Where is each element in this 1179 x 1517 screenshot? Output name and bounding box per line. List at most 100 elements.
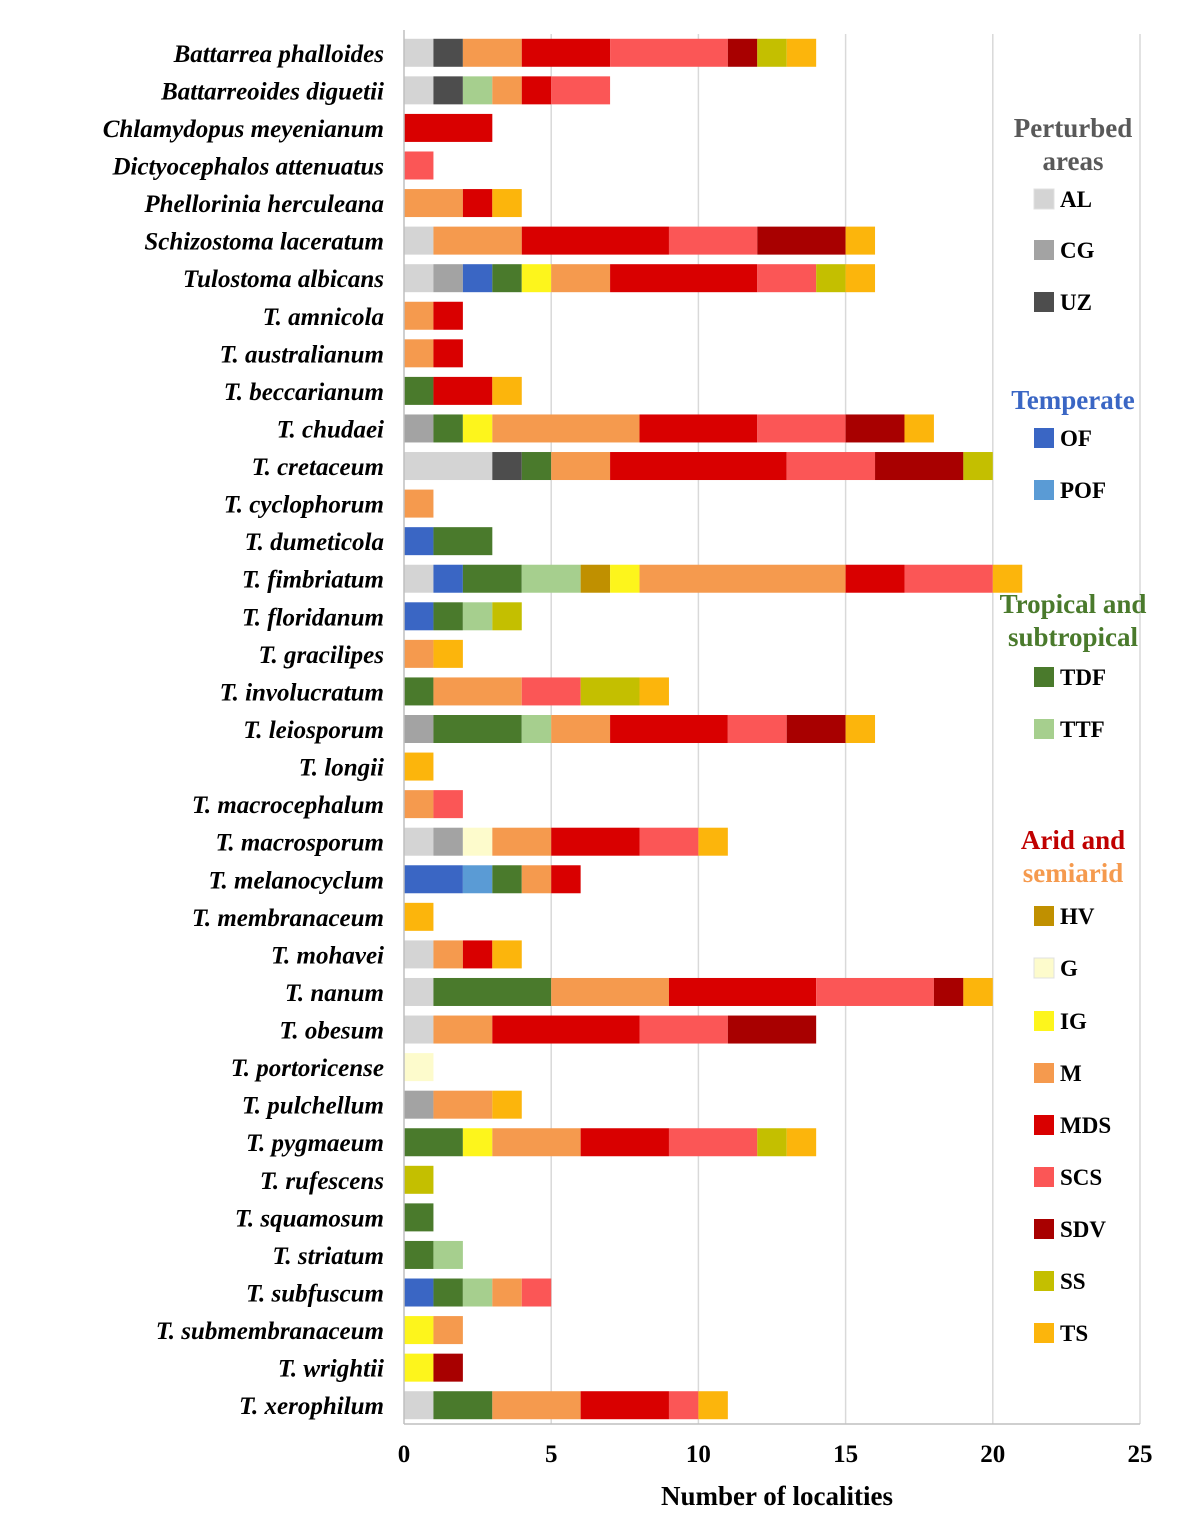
category-label: T. nanum	[285, 980, 384, 1007]
bar-segment-of	[404, 865, 463, 894]
legend-label: POF	[1060, 478, 1106, 503]
category-label: T. australianum	[220, 341, 384, 368]
bar-segment-m	[433, 1316, 463, 1345]
x-tick-label: 0	[398, 1441, 411, 1468]
legend-group-title: Arid and	[1021, 825, 1125, 855]
bar-segment-tdf	[404, 1203, 434, 1232]
category-label: T. macrocephalum	[192, 792, 384, 819]
bar-segment-tdf	[404, 376, 434, 405]
bar-segment-ss	[757, 38, 787, 67]
bar-segment-m	[492, 827, 552, 856]
bar-segment-cg	[433, 827, 463, 856]
bar-segment-m	[433, 226, 522, 255]
bar-segment-al	[404, 1391, 434, 1420]
x-tick-label: 20	[980, 1441, 1005, 1468]
bar-segment-ts	[433, 639, 463, 668]
legend-label: OF	[1060, 426, 1092, 451]
legend-label: TS	[1060, 1321, 1088, 1346]
bar-segment-tdf	[433, 414, 463, 443]
legend-group-title: semiarid	[1023, 858, 1124, 888]
category-label: Chlamydopus meyenianum	[103, 116, 384, 143]
bar-segment-ss	[757, 1128, 787, 1157]
bar-segment-m	[404, 639, 434, 668]
bar-segment-scs	[433, 790, 463, 819]
bar-segment-tdf	[404, 677, 434, 706]
legend-swatch-m	[1034, 1063, 1054, 1083]
bar-segment-ig	[404, 1353, 434, 1382]
bar-segment-scs	[668, 226, 758, 255]
bar-segment-mds	[433, 301, 463, 330]
bar-segment-al	[404, 940, 434, 969]
category-label: Schizostoma laceratum	[144, 229, 384, 256]
bar-segment-mds	[521, 38, 611, 67]
bar-segment-scs	[521, 677, 581, 706]
legend-swatch-ttf	[1034, 719, 1054, 739]
category-label: T. subfuscum	[246, 1281, 384, 1308]
legend-label: SDV	[1060, 1217, 1106, 1242]
bar-segment-al	[404, 564, 434, 593]
bar-segment-sdv	[727, 38, 758, 67]
bar-segment-tdf	[433, 602, 463, 631]
bar-segment-ts	[786, 38, 817, 67]
category-labels: Battarrea phalloides Battarreoides diguet…	[103, 41, 384, 1420]
legend-group-title: Temperate	[1011, 385, 1134, 415]
legend-group-title: subtropical	[1008, 622, 1139, 652]
bar-segment-tdf	[521, 452, 552, 481]
category-label: T. submembranaceum	[156, 1318, 384, 1345]
bar-segment-mds	[610, 264, 758, 293]
bar-segment-scs	[639, 827, 699, 856]
category-label: T. xerophilum	[239, 1393, 384, 1420]
bar-segment-al	[404, 1015, 434, 1044]
bar-segment-ttf	[521, 564, 581, 593]
bar-segment-uz	[433, 76, 463, 105]
bar-segment-ts	[698, 827, 728, 856]
bar-segment-tdf	[492, 865, 522, 894]
legend-group-title: areas	[1043, 146, 1104, 176]
category-label: T. pygmaeum	[246, 1130, 384, 1157]
legend-swatch-ig	[1034, 1011, 1054, 1031]
bar-segment-m	[521, 865, 552, 894]
category-label: T. membranaceum	[192, 905, 384, 932]
bar-segment-scs	[904, 564, 993, 593]
bar-segment-tdf	[404, 1240, 434, 1269]
bar-segment-sdv	[875, 452, 964, 481]
bar-segment-mds	[462, 189, 493, 218]
bar-segment-ss	[404, 1165, 434, 1194]
bar-segment-m	[492, 1391, 581, 1420]
category-label: T. portoricense	[231, 1055, 384, 1082]
category-label: T. rufescens	[260, 1168, 384, 1195]
category-label: T. beccarianum	[224, 379, 384, 406]
bar-segment-al	[404, 76, 434, 105]
legend-swatch-al	[1033, 188, 1055, 210]
bar-segment-tdf	[433, 715, 522, 743]
bar-segment-ts	[963, 977, 993, 1006]
bar-segment-ss	[492, 602, 522, 631]
legend-swatch-hv	[1034, 906, 1054, 926]
bar-segment-of	[404, 527, 434, 556]
bar-segment-tdf	[433, 977, 552, 1006]
bar-segment-sdv	[786, 715, 846, 743]
bar-segment-scs	[551, 76, 611, 105]
category-label: T. melanocyclum	[209, 867, 384, 894]
category-label: T. involucratum	[220, 679, 384, 706]
bar-segment-sdv	[727, 1015, 817, 1044]
bar-segment-mds	[462, 940, 493, 969]
bar-segment-m	[433, 940, 463, 969]
bar-segment-m	[433, 1090, 493, 1119]
bar-segment-m	[404, 790, 434, 819]
bar-segment-ts	[845, 226, 876, 255]
category-label: T. dumeticola	[245, 529, 384, 556]
bar-segment-of	[433, 564, 463, 593]
bar-segment-al	[404, 827, 434, 856]
category-label: T. cyclophorum	[224, 492, 384, 519]
category-label: T. fimbriatum	[242, 567, 384, 594]
bar-segment-ig	[462, 1128, 493, 1157]
bar-segment-ts	[492, 940, 522, 969]
bar-segment-mds	[521, 76, 552, 105]
bar-segment-scs	[668, 1391, 699, 1420]
bar-segment-ts	[404, 902, 434, 931]
legend-label: IG	[1060, 1009, 1087, 1034]
legend-label: HV	[1060, 904, 1095, 929]
